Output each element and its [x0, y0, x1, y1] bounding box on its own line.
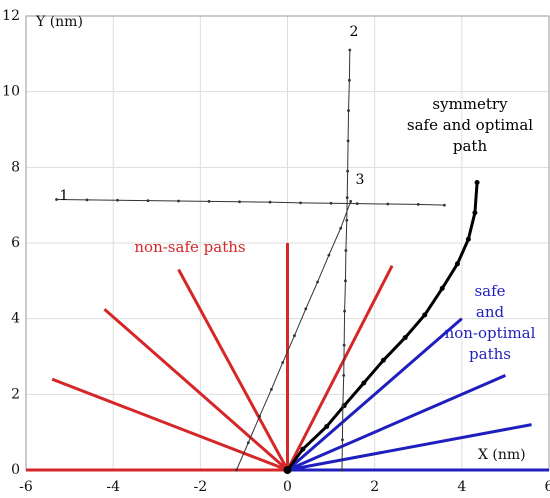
annotation: and — [476, 303, 505, 321]
point-marker — [380, 357, 386, 363]
point-marker — [439, 285, 445, 291]
point-marker — [348, 48, 352, 52]
point-marker — [344, 279, 347, 283]
annotation: 2 — [350, 24, 359, 40]
point-marker — [116, 198, 119, 202]
y-tick-label: 0 — [11, 462, 20, 478]
point-marker — [300, 446, 306, 452]
point-marker — [269, 388, 273, 391]
annotation: non-optimal — [445, 324, 536, 342]
y-tick-label: 10 — [2, 84, 20, 100]
x-axis-label: X (nm) — [478, 447, 526, 463]
series-line — [177, 268, 289, 471]
point-marker — [386, 202, 390, 206]
series-line — [287, 423, 532, 472]
point-marker — [341, 404, 345, 408]
point-marker — [304, 307, 308, 311]
point-marker — [416, 203, 420, 206]
point-marker — [329, 201, 333, 205]
point-marker — [474, 179, 480, 185]
annotation: safe — [474, 282, 505, 300]
x-tick-label: -2 — [194, 479, 208, 495]
point-marker — [238, 200, 241, 204]
point-marker — [246, 441, 250, 445]
y-axis-label: Y (nm) — [35, 14, 83, 30]
annotation: 3 — [356, 172, 365, 188]
point-marker — [347, 109, 350, 112]
point-marker — [293, 334, 296, 338]
annotation: safe and optimal — [407, 116, 533, 134]
point-marker — [327, 253, 331, 257]
point-marker — [177, 199, 180, 203]
point-marker — [85, 198, 89, 202]
point-marker — [316, 280, 319, 284]
annotation: path — [453, 137, 488, 155]
y-tick-label: 4 — [11, 311, 20, 327]
x-tick-label: 0 — [283, 479, 292, 495]
point-marker — [281, 361, 285, 364]
point-marker — [346, 139, 350, 143]
annotation: non-safe paths — [134, 238, 245, 256]
point-marker — [454, 261, 460, 267]
series-line — [56, 198, 445, 206]
x-tick-label: 4 — [457, 479, 466, 495]
point-marker — [324, 423, 330, 429]
series-line — [286, 265, 394, 471]
point-marker — [347, 78, 351, 82]
point-marker — [465, 236, 471, 242]
y-tick-label: 12 — [2, 8, 20, 24]
grid-layer — [25, 15, 550, 471]
point-marker — [340, 468, 344, 472]
point-marker — [339, 226, 343, 230]
point-marker — [345, 196, 349, 200]
point-marker — [343, 309, 346, 313]
point-marker — [422, 312, 428, 318]
point-marker — [349, 199, 353, 203]
series-line — [286, 317, 463, 472]
origin-dot — [283, 466, 292, 474]
point-marker — [355, 202, 359, 206]
point-marker — [345, 218, 349, 222]
point-marker — [55, 198, 58, 201]
point-marker — [342, 374, 346, 377]
point-marker — [342, 343, 346, 347]
x-tick-label: -6 — [19, 479, 33, 495]
point-marker — [146, 199, 150, 203]
point-marker — [207, 199, 211, 203]
point-marker — [268, 200, 272, 204]
series-line — [286, 374, 507, 472]
x-tick-label: -4 — [106, 479, 120, 495]
y-tick-label: 8 — [11, 159, 20, 175]
point-marker — [258, 414, 262, 418]
annotation: 1 — [60, 188, 69, 204]
point-marker — [402, 335, 408, 341]
point-marker — [235, 468, 238, 472]
point-marker — [361, 380, 367, 386]
point-marker — [472, 210, 478, 216]
point-marker — [443, 203, 446, 207]
x-tick-label: 2 — [370, 479, 379, 495]
x-tick-label: 6 — [545, 479, 550, 495]
series-line — [103, 308, 289, 472]
annotation: symmetry — [432, 95, 508, 113]
y-tick-label: 2 — [11, 386, 20, 402]
point-marker — [346, 169, 350, 173]
annotation: paths — [469, 345, 511, 363]
point-marker — [341, 438, 344, 442]
series-line — [51, 377, 289, 472]
point-marker — [299, 201, 302, 205]
point-marker — [344, 249, 348, 252]
y-tick-label: 6 — [11, 235, 20, 251]
